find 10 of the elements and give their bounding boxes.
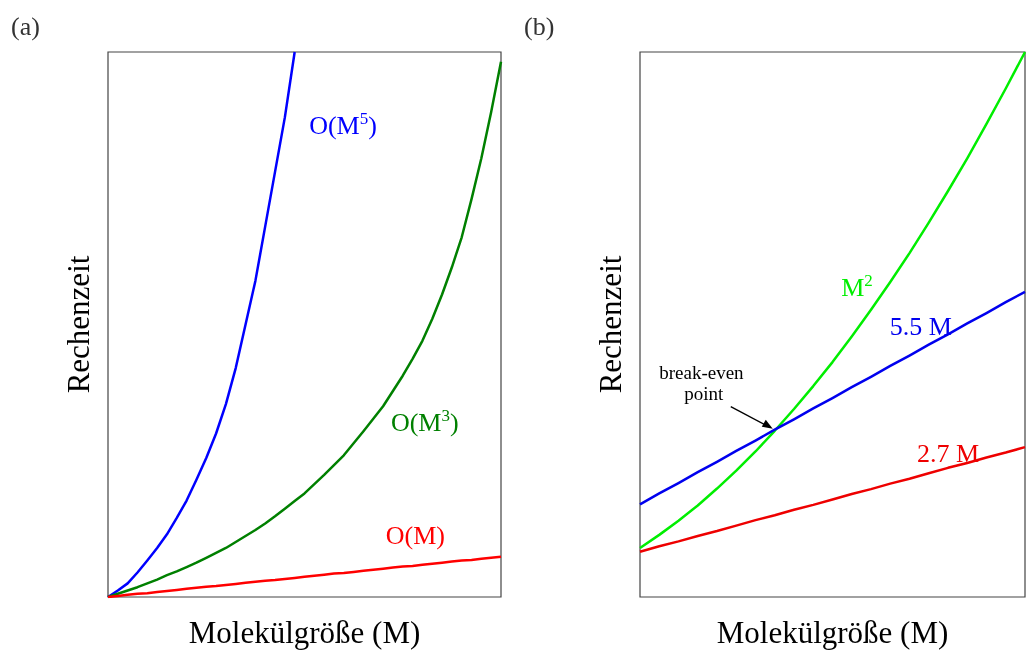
annotation: break-even point	[659, 361, 749, 404]
y-axis-title: Rechenzeit	[61, 255, 96, 394]
x-axis-title: Molekülgröße (M)	[188, 615, 421, 650]
x-axis-title: Molekülgröße (M)	[716, 615, 949, 650]
series-label: 5.5 M	[889, 312, 952, 342]
series-label: 2.7 M	[916, 439, 980, 469]
chart-title: (b)	[524, 11, 555, 41]
y-axis-title: Rechenzeit	[593, 255, 628, 394]
series-label: O(M)	[385, 521, 446, 551]
chart-title: (a)	[11, 11, 40, 41]
